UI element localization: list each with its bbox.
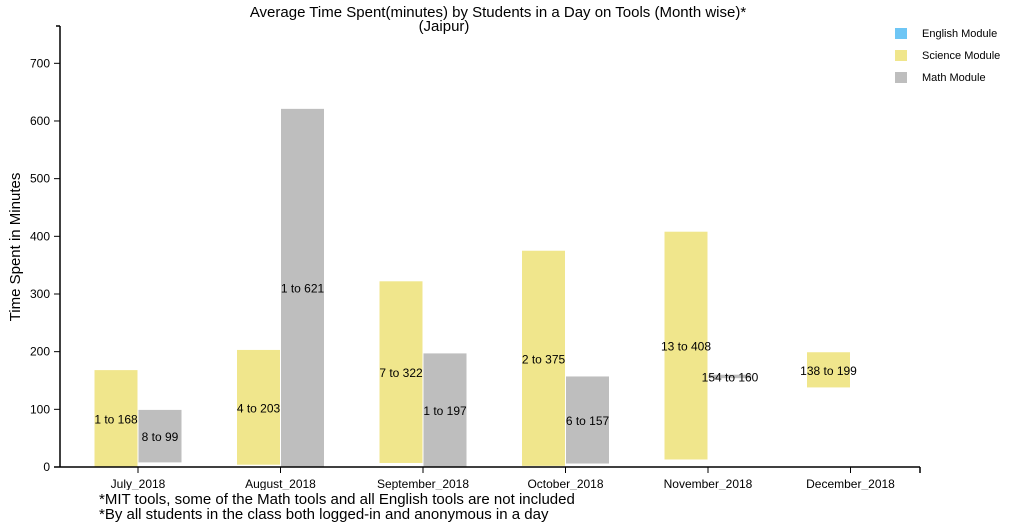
legend-swatch [895, 72, 907, 83]
footnote-1: *MIT tools, some of the Math tools and a… [99, 491, 575, 508]
data-label: 1 to 621 [281, 282, 325, 296]
legend-entry: Math Module [922, 72, 986, 84]
axes-layer: 0 100 200 300 400 500 600 700 July_2018 August_20… [30, 25, 921, 490]
data-label: 6 to 157 [566, 414, 610, 428]
chart-title: Average Time Spent(minutes) by Students … [250, 4, 747, 21]
x-tick-label: August_2018 [245, 477, 316, 490]
y-axis-label: Time Spent in Minutes [7, 173, 24, 322]
y-tick-label: 200 [30, 345, 50, 359]
y-tick-label: 700 [30, 56, 50, 70]
data-label: 13 to 408 [661, 340, 711, 354]
data-label: 2 to 375 [522, 352, 566, 366]
bar-science-module-september_2018 [379, 281, 423, 463]
data-label: 1 to 168 [94, 412, 138, 426]
data-label: 1 to 197 [423, 404, 467, 418]
y-tick-label: 300 [30, 287, 50, 301]
bar-science-module-october_2018 [522, 250, 565, 466]
bar-science-module-november_2018 [664, 231, 708, 460]
bar-math-module-august_2018 [281, 108, 324, 467]
x-tick-label: September_2018 [377, 477, 469, 490]
y-tick-label: 0 [43, 460, 50, 474]
bar-math-module-september_2018 [423, 353, 467, 467]
x-tick-label: July_2018 [111, 477, 166, 490]
data-label: 4 to 203 [237, 401, 281, 415]
data-label: 8 to 99 [142, 430, 179, 444]
bars-layer [94, 108, 850, 467]
y-tick-label: 500 [30, 172, 50, 186]
legend: English Module Science Module Math Module [895, 28, 1000, 84]
x-tick-label: November_2018 [664, 477, 753, 490]
y-tick-label: 400 [30, 229, 50, 243]
footnotes: *MIT tools, some of the Math tools and a… [99, 492, 575, 522]
x-tick-label: October_2018 [527, 477, 603, 490]
y-tick-label: 600 [30, 114, 50, 128]
chart-subtitle: (Jaipur) [419, 18, 470, 35]
footnote-2: *By all students in the class both logge… [99, 506, 549, 523]
bar-science-module-december_2018 [807, 352, 850, 388]
y-tick-label: 100 [30, 402, 50, 416]
data-labels-layer: 1 to 168 4 to 203 7 to 322 2 to 375 13 to 40… [94, 282, 857, 445]
legend-swatch [895, 50, 907, 61]
legend-entry: Science Module [922, 50, 1000, 62]
bar-science-module-july_2018 [94, 370, 138, 467]
chart: Average Time Spent(minutes) by Students … [7, 4, 1000, 490]
x-tick-label: December_2018 [806, 477, 895, 490]
legend-entry: English Module [922, 28, 997, 40]
bar-science-module-august_2018 [237, 349, 280, 465]
bar-math-module-november_2018 [708, 374, 752, 379]
data-label: 138 to 199 [800, 364, 857, 378]
bar-math-module-july_2018 [138, 409, 182, 463]
data-label: 154 to 160 [702, 370, 759, 384]
legend-swatch [895, 28, 907, 39]
data-label: 7 to 322 [379, 366, 423, 380]
bar-math-module-october_2018 [566, 376, 609, 464]
